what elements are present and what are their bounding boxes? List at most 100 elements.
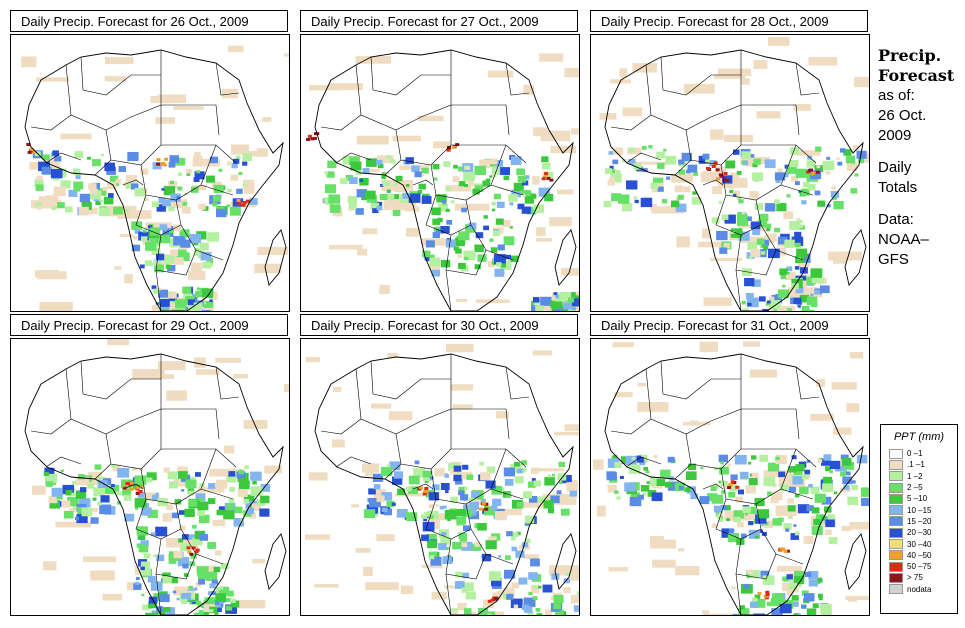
heavy-rain-cell <box>544 172 549 176</box>
rain-cell <box>151 262 155 266</box>
rain-cell <box>799 294 809 303</box>
drizzle-patch <box>849 351 864 359</box>
rain-cell <box>193 177 200 182</box>
rain-cell <box>468 509 477 516</box>
rain-cell <box>741 151 751 159</box>
drizzle-patch <box>741 78 750 85</box>
rain-cell <box>236 188 243 194</box>
rain-cell <box>533 297 540 303</box>
rain-cell <box>643 467 648 471</box>
rain-cell <box>71 492 76 497</box>
rain-cell <box>463 171 475 182</box>
rain-cell <box>230 600 240 608</box>
rain-cell <box>796 248 807 258</box>
drizzle-patch <box>845 595 869 600</box>
rain-cell <box>489 175 493 178</box>
rain-cell <box>716 231 728 241</box>
rain-cell <box>380 466 393 476</box>
rain-cell <box>207 591 213 596</box>
rain-cell <box>166 303 179 311</box>
rain-cell <box>161 188 165 191</box>
drizzle-patch <box>550 145 576 154</box>
rain-cell <box>749 191 759 199</box>
heavy-rain-cell <box>446 148 451 152</box>
rain-cell <box>789 221 801 230</box>
drizzle-patch <box>102 593 123 601</box>
rain-cell <box>713 505 723 513</box>
drizzle-patch <box>793 103 812 111</box>
rain-cell <box>440 536 450 545</box>
drizzle-patch <box>283 384 289 392</box>
rain-cell <box>751 472 759 479</box>
drizzle-patch <box>816 379 825 387</box>
rain-cell <box>432 163 440 170</box>
drizzle-patch <box>810 516 836 527</box>
rain-cell <box>427 517 436 525</box>
drizzle-patch <box>652 559 676 568</box>
rain-cell <box>195 472 201 477</box>
drizzle-patch <box>763 470 792 477</box>
rain-cell <box>828 514 835 520</box>
rain-cell <box>521 542 529 548</box>
rain-cell <box>463 582 474 591</box>
rain-cell <box>826 156 831 160</box>
country-border <box>775 553 804 565</box>
country-border <box>155 269 162 311</box>
side-heading-line2: Forecast <box>878 66 955 85</box>
rain-cell <box>791 455 797 460</box>
drizzle-patch <box>224 445 235 454</box>
rain-cell <box>421 167 429 174</box>
rain-cell <box>571 298 579 307</box>
rain-cell <box>480 499 486 504</box>
rain-cell <box>441 199 447 204</box>
rain-cell <box>739 471 749 479</box>
rain-cell <box>511 546 518 552</box>
drizzle-patch <box>865 152 869 163</box>
rain-cell <box>178 538 184 543</box>
country-border <box>30 418 72 435</box>
rain-cell <box>159 594 170 603</box>
drizzle-patch <box>140 492 160 502</box>
rain-cell <box>788 515 793 519</box>
heavy-rain-cell <box>191 546 196 550</box>
heavy-rain-cell <box>187 550 192 554</box>
rain-cell <box>181 206 191 214</box>
rain-cell <box>814 165 824 173</box>
rain-cell <box>199 514 210 524</box>
rain-cell <box>540 306 552 311</box>
rain-cell <box>455 571 463 578</box>
rain-cell <box>801 474 809 480</box>
rain-cell <box>683 186 691 193</box>
rain-cell <box>491 166 503 175</box>
rain-cell <box>452 610 458 615</box>
rain-cell <box>386 193 395 201</box>
rain-cell <box>234 506 243 514</box>
rain-cell <box>474 264 481 270</box>
rain-cell <box>137 492 145 498</box>
rain-cell <box>435 504 439 507</box>
rain-cell <box>727 463 732 467</box>
rain-cell <box>724 214 736 224</box>
rain-cell <box>757 219 767 228</box>
rain-cell <box>788 486 796 493</box>
heavy-rain-cell <box>27 150 32 154</box>
rain-cell <box>748 521 754 526</box>
rain-cell <box>503 467 515 477</box>
drizzle-patch <box>387 353 398 359</box>
country-border <box>660 56 741 96</box>
rain-cell <box>461 207 467 213</box>
rain-cell <box>764 159 776 169</box>
country-border <box>335 456 372 468</box>
rain-cell <box>533 480 541 487</box>
rain-cell <box>699 496 710 505</box>
rain-cell <box>566 572 571 576</box>
rain-cell <box>603 201 612 208</box>
rain-cell <box>615 169 621 174</box>
country-border <box>485 249 514 261</box>
rain-cell <box>176 597 180 601</box>
rain-cell <box>829 470 833 474</box>
drizzle-patch <box>32 485 46 495</box>
rain-cell <box>89 190 101 200</box>
rain-cell <box>165 264 171 269</box>
rain-cell <box>720 461 724 465</box>
